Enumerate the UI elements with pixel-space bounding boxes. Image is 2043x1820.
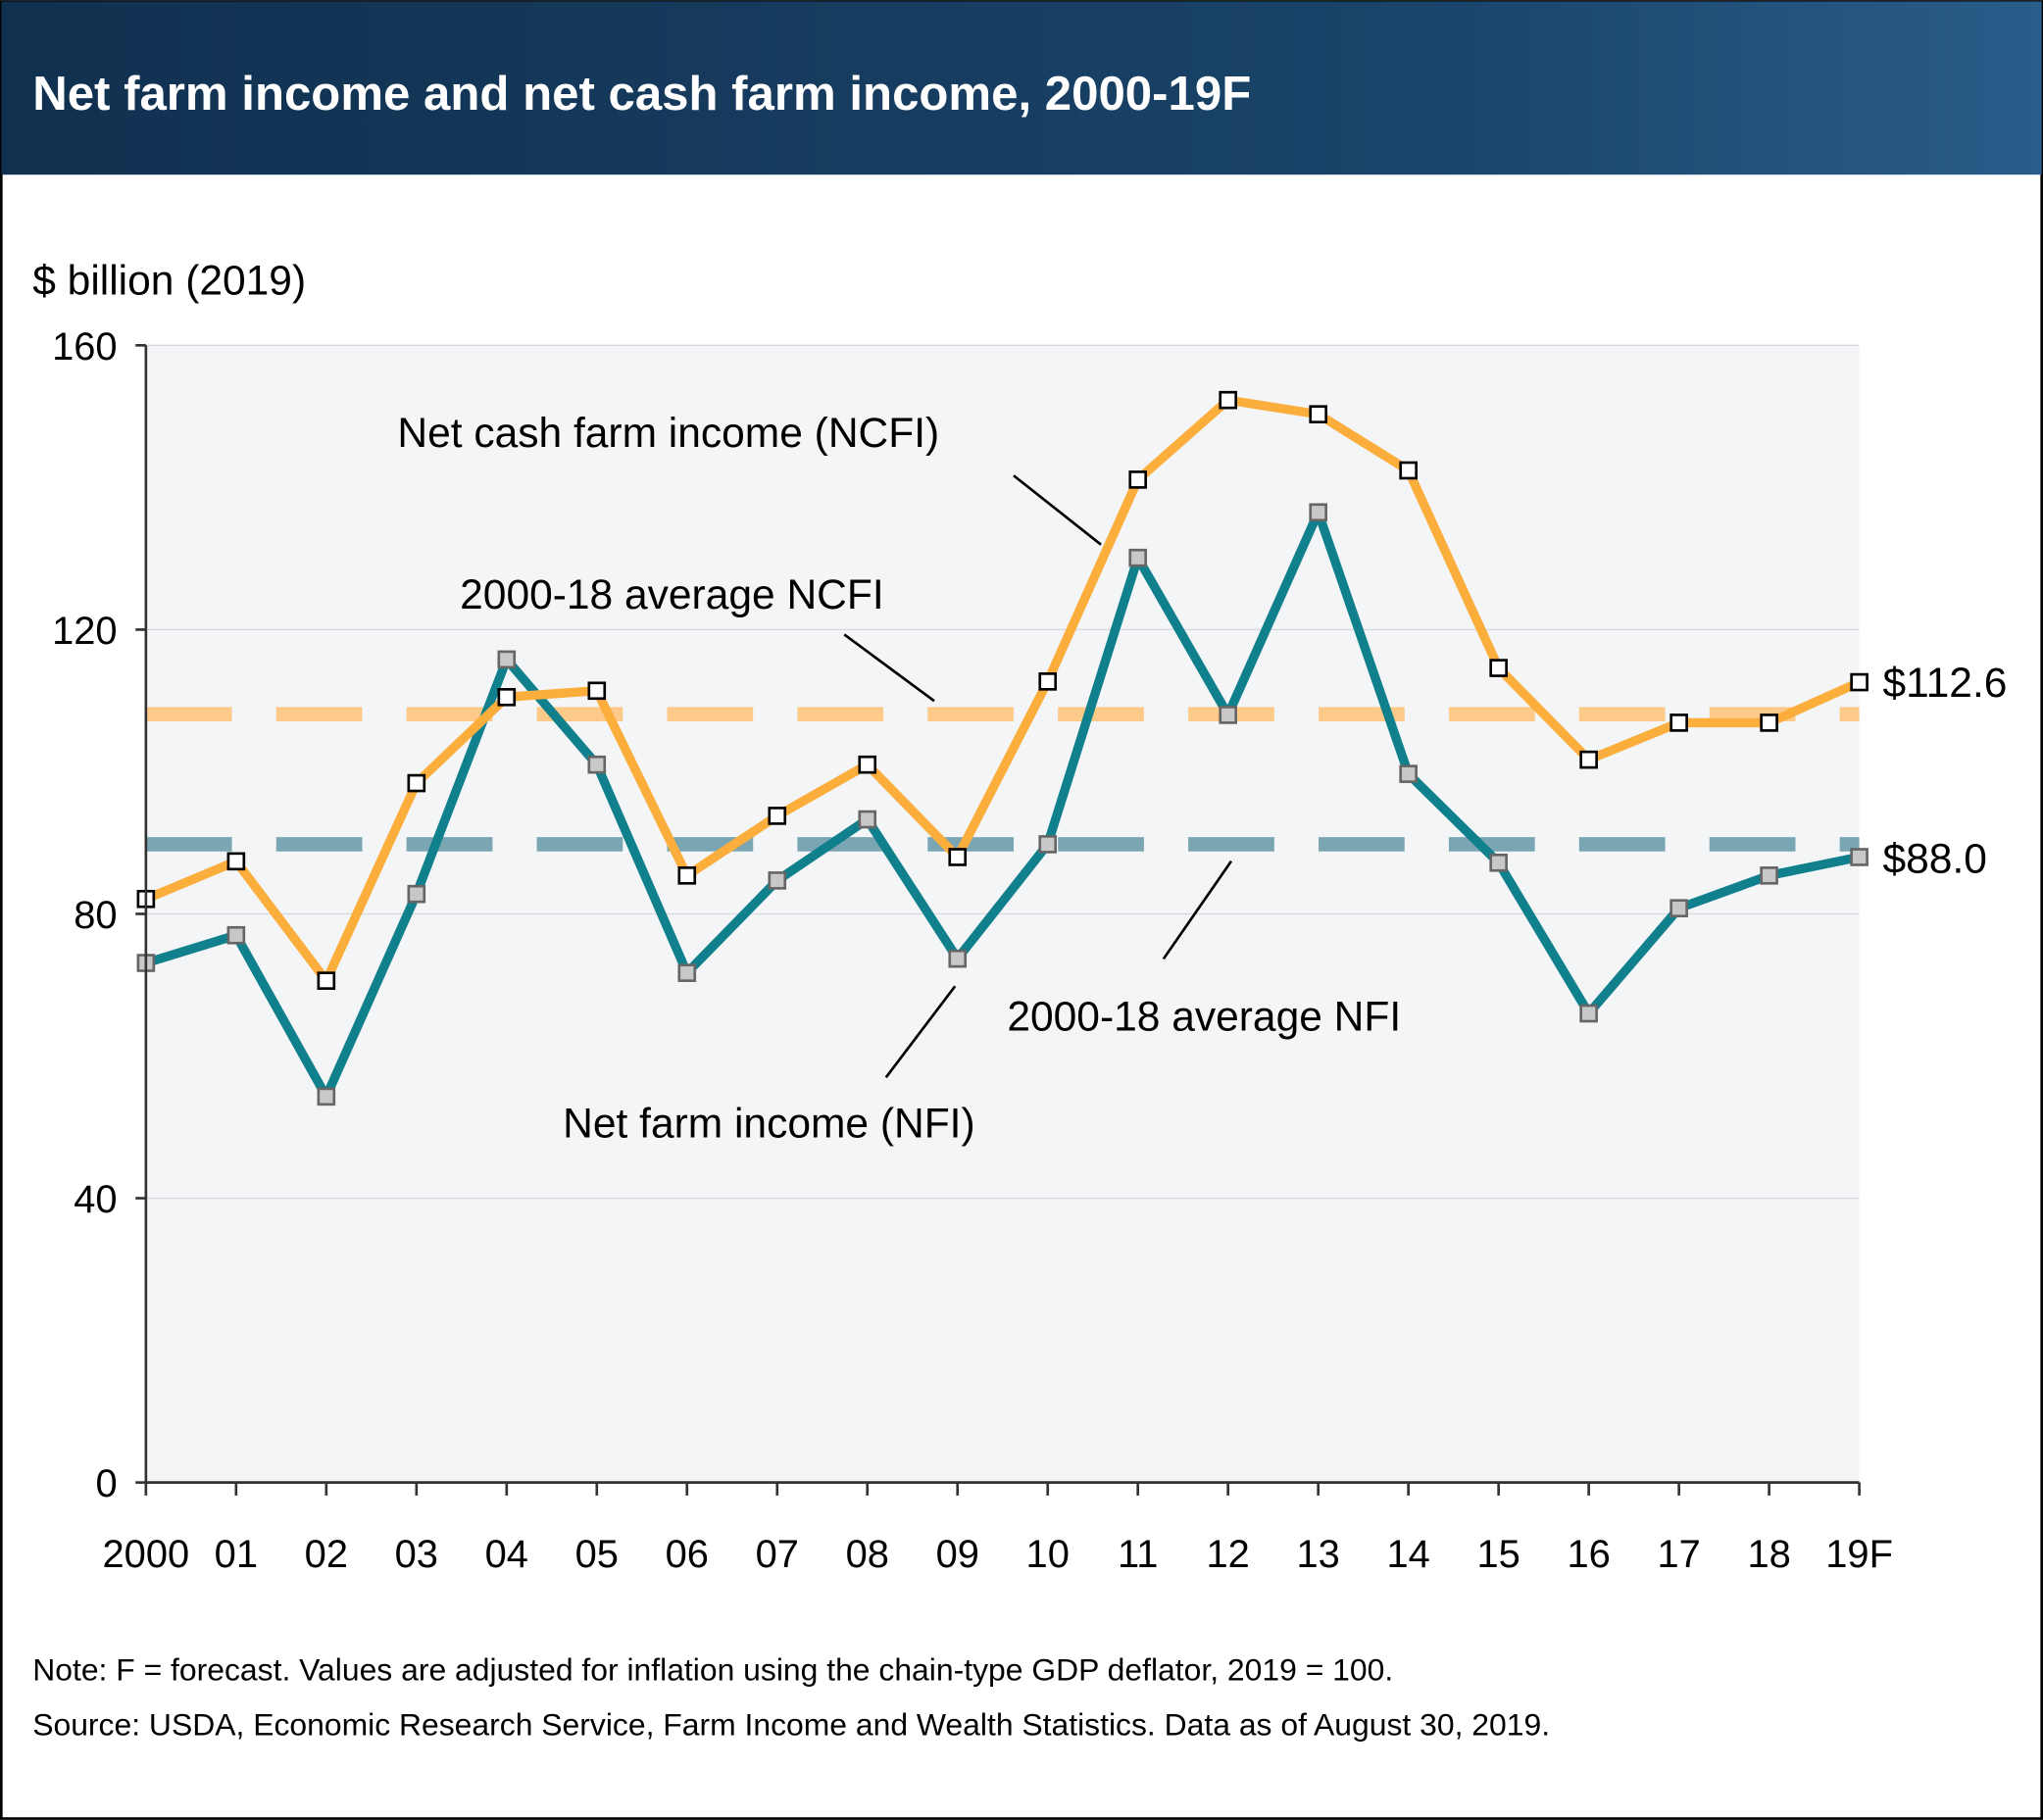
point-nfi	[587, 755, 607, 774]
header-band	[1, 1, 2042, 175]
point-ncfi	[858, 755, 877, 774]
x-tick-label: 03	[395, 1533, 438, 1576]
point-nfi	[226, 925, 246, 945]
point-nfi	[1309, 503, 1327, 522]
point-ncfi	[1760, 713, 1778, 732]
leader-avg-nfi	[1162, 860, 1233, 960]
point-ncfi	[1579, 750, 1598, 769]
x-tick-label: 01	[215, 1533, 258, 1576]
series-line-nfi	[144, 508, 1861, 1102]
point-ncfi	[1399, 461, 1418, 480]
y-tick-label: 80	[74, 894, 117, 937]
point-nfi	[1850, 848, 1869, 866]
point-nfi	[858, 810, 877, 829]
point-nfi	[1489, 853, 1508, 872]
series-line-ncfi	[144, 395, 1862, 986]
x-tick-label: 18	[1747, 1533, 1790, 1576]
point-ncfi	[497, 688, 517, 707]
x-tick-label: 15	[1476, 1533, 1520, 1576]
leader-avg-ncfi	[843, 633, 935, 703]
point-nfi	[1669, 899, 1688, 917]
point-nfi	[407, 884, 426, 904]
point-nfi	[497, 650, 517, 669]
leader-ncfi	[1013, 474, 1102, 546]
x-tick-label: 08	[846, 1533, 889, 1576]
point-ncfi	[677, 866, 697, 885]
point-ncfi	[1850, 672, 1869, 692]
point-nfi	[768, 871, 787, 890]
annotation-avg-nfi: 2000-18 average NFI	[1007, 993, 1401, 1040]
x-tick-label: 10	[1026, 1533, 1070, 1576]
point-ncfi	[1038, 672, 1058, 691]
x-tick-label: 2000	[103, 1533, 190, 1576]
annotation-nfi: Net farm income (NFI)	[563, 1100, 975, 1147]
y-tick-label: 40	[74, 1178, 117, 1221]
x-tick-label: 13	[1297, 1533, 1340, 1576]
note-text: Note: F = forecast. Values are adjusted …	[32, 1652, 1393, 1688]
point-ncfi	[1489, 659, 1508, 677]
end-label-nfi: $88.0	[1883, 836, 1987, 883]
point-nfi	[1219, 706, 1237, 724]
point-ncfi	[1309, 405, 1327, 423]
point-nfi	[677, 963, 697, 982]
point-ncfi	[587, 681, 607, 701]
point-ncfi	[1669, 713, 1688, 732]
annotation-ncfi: Net cash farm income (NCFI)	[397, 410, 939, 457]
point-ncfi	[317, 971, 336, 990]
point-nfi	[317, 1087, 336, 1107]
point-nfi	[1760, 866, 1778, 885]
x-tick-label: 11	[1118, 1533, 1158, 1576]
x-tick-label: 16	[1567, 1533, 1610, 1576]
point-ncfi	[226, 852, 246, 871]
x-tick-label: 19F	[1825, 1533, 1893, 1576]
y-axis-label: $ billion (2019)	[32, 258, 306, 305]
point-ncfi	[948, 848, 968, 866]
chart-title: Net farm income and net cash farm income…	[32, 67, 1251, 121]
point-nfi	[1128, 548, 1148, 567]
y-tick-label: 0	[95, 1462, 117, 1505]
x-tick-label: 05	[575, 1533, 619, 1576]
x-tick-label: 07	[756, 1533, 799, 1576]
point-ncfi	[1128, 470, 1148, 489]
x-tick-label: 17	[1657, 1533, 1700, 1576]
x-tick-label: 06	[666, 1533, 709, 1576]
x-tick-label: 02	[305, 1533, 348, 1576]
point-nfi	[1038, 835, 1058, 854]
source-text: Source: USDA, Economic Research Service,…	[32, 1706, 1550, 1742]
leader-nfi	[884, 985, 957, 1079]
y-tick-label: 120	[52, 610, 118, 653]
point-nfi	[948, 949, 968, 968]
end-label-ncfi: $112.6	[1883, 660, 2008, 707]
x-tick-label: 12	[1207, 1533, 1250, 1576]
y-tick-label: 160	[52, 325, 118, 369]
point-ncfi	[768, 807, 787, 825]
x-tick-label: 04	[485, 1533, 528, 1576]
x-tick-label: 14	[1386, 1533, 1429, 1576]
point-ncfi	[407, 773, 426, 793]
point-nfi	[1399, 764, 1418, 783]
x-tick-label: 09	[936, 1533, 979, 1576]
point-nfi	[1579, 1004, 1598, 1023]
annotation-avg-ncfi: 2000-18 average NCFI	[460, 571, 884, 618]
point-ncfi	[1219, 390, 1237, 410]
